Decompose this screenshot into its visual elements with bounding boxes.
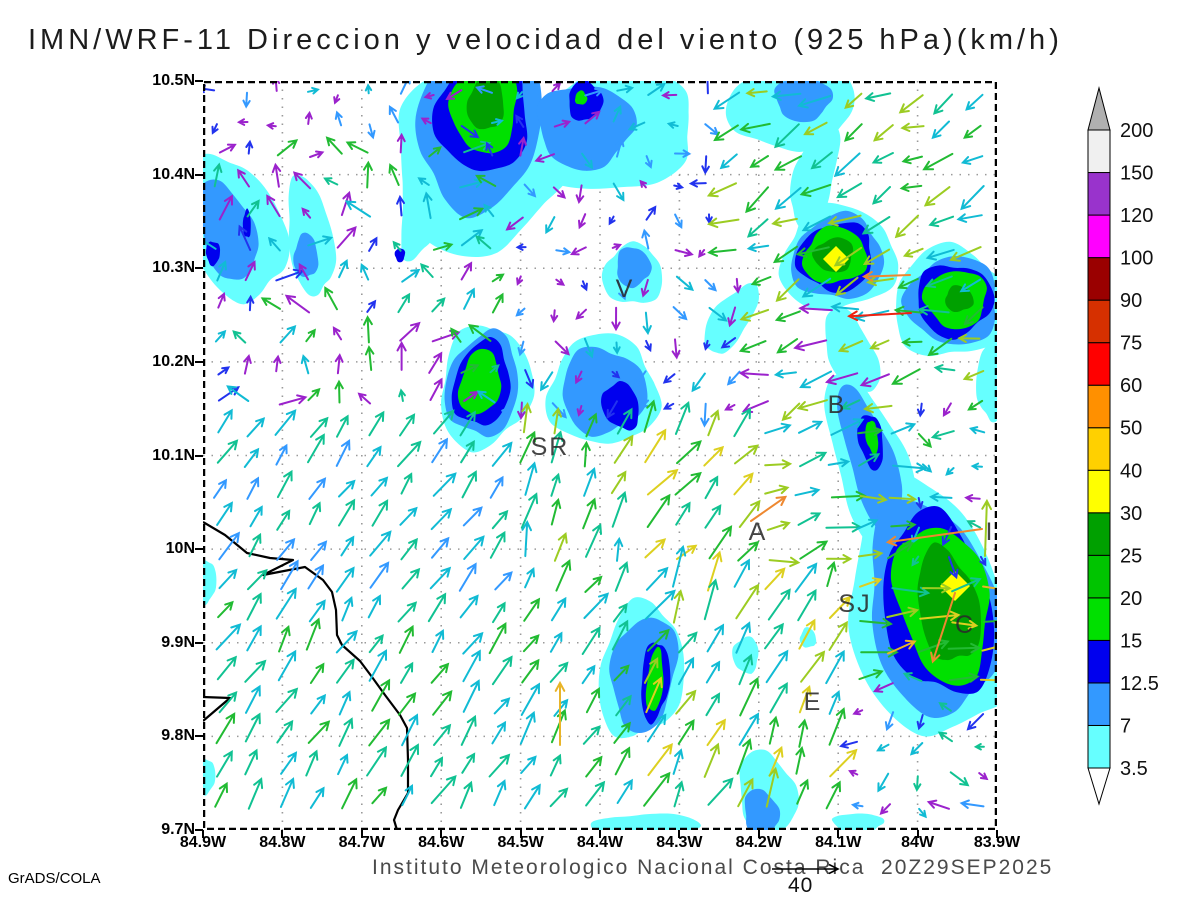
map-plot-area: V SR B A I SJ C E [203,81,997,830]
y-axis-tick [195,548,203,551]
x-axis-label: 84.7W [338,834,385,851]
colorbar-label: 50 [1120,418,1142,440]
colorbar-label: 100 [1120,248,1153,270]
x-axis-label: 84.1W [815,834,862,851]
station-label: C [955,611,975,639]
colorbar-segment [1087,639,1111,684]
footer-caption: Instituto Meteorologico Nacional Costa R… [372,856,1054,879]
y-axis-label: 9.7N [161,821,195,838]
colorbar-segment [1087,172,1111,216]
x-axis-tick [996,830,998,838]
colorbar-label: 150 [1120,163,1153,185]
colorbar-label: 90 [1120,290,1142,312]
y-axis-tick [195,829,203,831]
y-axis-label: 10N [165,540,195,558]
y-axis-tick [195,454,203,457]
colorbar-segment [1087,214,1111,259]
colorbar-label: 3.5 [1120,758,1148,780]
colorbar-label: 15 [1120,630,1142,652]
x-axis-label: 84.2W [735,834,782,851]
x-axis-tick [757,830,760,838]
wind-vectors-layer [203,81,997,819]
x-axis-tick [202,830,204,838]
x-axis-label: 84.6W [418,834,465,851]
station-label: B [828,391,847,419]
y-axis-label: 10.3N [152,259,195,277]
y-axis-label: 10.1N [152,446,195,464]
colorbar-label: 60 [1120,375,1142,397]
y-axis-label: 10.5N [152,72,195,89]
colorbar-label: 120 [1120,205,1153,227]
y-axis-tick [195,360,203,363]
colorbar-segment [1087,554,1111,599]
wind-speed-colorbar: 3.5 7 12.5 15 20 25 30 40 50 60 75 90 100 120 150 200 [1087,86,1159,806]
colorbar-label: 40 [1120,460,1142,482]
y-axis-tick [195,80,203,82]
y-axis-label: 9.9N [161,633,195,651]
colorbar-above-arrow [1087,86,1111,131]
colorbar-label: 7 [1120,716,1131,738]
y-axis-tick [195,641,203,644]
x-axis-label: 84.4W [576,834,624,851]
y-axis-label: 10.2N [152,352,195,370]
colorbar-segment [1087,257,1111,301]
colorbar-label: 30 [1120,503,1142,525]
colorbar-segment [1087,682,1111,726]
station-label: I [986,518,995,546]
station-label: SJ [838,590,871,618]
colorbar-label: 200 [1120,120,1153,142]
colorbar-label: 12.5 [1120,673,1159,695]
station-label: V [616,275,635,303]
y-axis-label: 9.8N [161,727,195,745]
x-axis-label: 84.8W [259,834,306,851]
x-axis-tick [281,830,284,838]
x-axis-tick [678,830,681,838]
y-axis-tick [195,735,203,738]
station-label: A [749,518,768,546]
colorbar-segment [1087,342,1111,386]
chart-title: IMN/WRF-11 Direccion y velocidad del vie… [28,24,1063,56]
x-axis-label: 84W [901,834,935,851]
y-axis-tick [195,267,203,270]
x-axis-tick [599,830,601,838]
x-axis-tick [519,830,522,838]
x-axis-label: 84.5W [497,834,544,851]
colorbar-segment [1087,427,1111,471]
x-axis-label: 84.3W [656,834,703,851]
x-axis-tick [440,830,443,838]
x-axis-tick [916,830,919,838]
reference-vector-value: 40 [788,874,814,897]
colorbar-label: 25 [1120,545,1142,567]
y-axis-label: 10.4N [152,165,195,183]
colorbar-below-arrow [1087,767,1111,806]
x-axis-label: 83.9W [973,834,1021,851]
colorbar-segment [1087,469,1111,514]
station-labels-layer: V SR B A I SJ C E [531,275,995,716]
station-label: SR [531,433,570,461]
colorbar-segment [1087,299,1111,344]
colorbar-segment [1087,597,1111,641]
colorbar-segment [1087,512,1111,556]
x-axis-tick [360,830,363,838]
station-label: E [804,688,823,716]
x-axis-label: 84.9W [179,834,227,851]
map-border [203,81,997,830]
colorbar-label: 75 [1120,333,1142,355]
colorbar-label: 20 [1120,588,1142,610]
x-axis-tick [837,830,840,838]
colorbar-segment [1087,724,1111,769]
grads-credit: GrADS/COLA [8,870,101,887]
coastline-path [203,521,410,830]
wind-map-canvas: V SR B A I SJ C E [203,81,997,830]
reference-vector-arrow [772,863,840,875]
y-axis-tick [195,173,203,176]
colorbar-segment [1087,384,1111,429]
colorbar-segment [1087,129,1111,174]
